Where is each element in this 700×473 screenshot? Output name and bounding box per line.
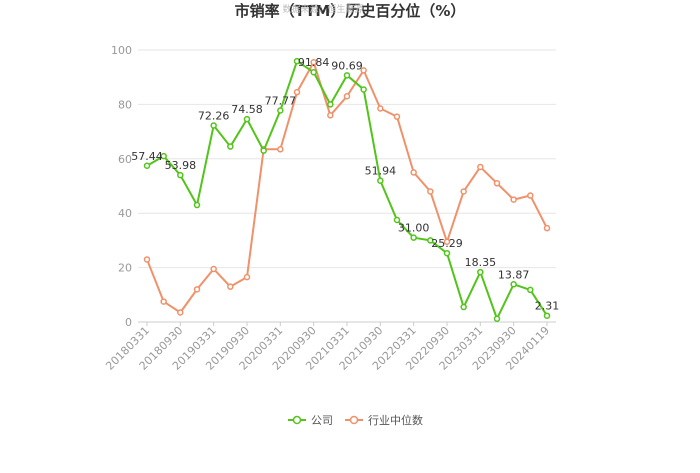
y-tick-label: 80	[118, 98, 132, 111]
data-point	[543, 312, 551, 319]
data-label: 77.77	[265, 94, 297, 107]
data-point	[460, 303, 467, 311]
data-point	[360, 86, 367, 93]
y-axis: 0 20 40 60 80 100	[111, 44, 132, 329]
data-label: 74.58	[231, 103, 263, 116]
data-point	[143, 162, 151, 170]
data-label: 72.26	[198, 109, 230, 122]
data-point	[443, 238, 451, 246]
y-tick-label: 60	[118, 153, 132, 166]
x-axis: 2018033120180930201903312019093020200331…	[103, 322, 552, 373]
data-point	[493, 315, 501, 322]
data-point	[443, 249, 451, 257]
data-point	[343, 72, 351, 79]
data-point	[343, 92, 351, 100]
data-point	[277, 146, 284, 153]
y-tick-label: 40	[118, 207, 132, 220]
data-point	[527, 286, 534, 294]
data-label: 51.94	[365, 165, 397, 178]
data-point	[327, 101, 334, 108]
data-point	[193, 286, 201, 293]
data-point	[360, 67, 367, 74]
data-point	[327, 112, 334, 119]
data-point	[527, 192, 534, 199]
y-tick-label: 100	[111, 44, 132, 57]
data-point	[210, 265, 217, 273]
data-point	[177, 309, 184, 316]
data-label: 13.87	[498, 268, 530, 281]
data-point	[543, 224, 551, 232]
series-line	[146, 61, 548, 314]
data-point	[510, 196, 517, 203]
data-point	[477, 268, 484, 276]
data-point	[243, 115, 251, 123]
legend-marker-point	[292, 415, 302, 425]
data-point	[410, 234, 417, 241]
data-point	[427, 188, 434, 195]
data-label: 90.69	[331, 59, 363, 72]
data-point	[377, 177, 384, 184]
data-point	[493, 180, 501, 187]
data-label: 31.00	[398, 222, 430, 235]
legend[interactable]: 公司 行业中位数	[288, 413, 423, 427]
data-label: 25.29	[431, 237, 463, 250]
data-point	[393, 113, 401, 120]
chart-title: 市销率（TTM）历史百分位（%）	[235, 2, 466, 20]
legend-label: 公司	[311, 414, 333, 427]
data-point	[410, 169, 417, 176]
data-point	[193, 201, 201, 209]
data-point	[310, 68, 317, 76]
data-label: 53.98	[165, 159, 197, 172]
data-point	[243, 273, 251, 281]
data-point	[227, 283, 234, 290]
data-point	[427, 237, 434, 244]
series-line	[146, 60, 548, 320]
data-point	[293, 88, 301, 96]
data-label: 2.31	[535, 300, 560, 313]
data-point	[227, 143, 234, 150]
data-point	[510, 281, 517, 288]
legend-marker-point	[349, 415, 359, 425]
data-point	[460, 188, 467, 195]
data-point	[160, 152, 167, 160]
y-tick-label: 0	[125, 316, 132, 329]
y-tick-label: 20	[118, 262, 132, 275]
data-point	[260, 147, 267, 154]
data-point	[393, 216, 401, 224]
data-point	[160, 298, 167, 305]
data-point	[293, 57, 301, 65]
chart-watermark: 数据来源：恒生聚源	[282, 3, 363, 15]
data-point	[210, 122, 217, 129]
legend-label: 行业中位数	[368, 413, 423, 427]
series-group	[143, 57, 551, 322]
data-point	[277, 107, 284, 114]
data-label: 57.44	[131, 150, 163, 163]
data-label: 18.35	[465, 256, 497, 269]
data-point	[310, 58, 317, 66]
data-point	[143, 256, 151, 263]
data-point	[477, 163, 484, 171]
data-point	[377, 105, 384, 112]
data-point	[177, 171, 184, 179]
data-label: 91.84	[298, 56, 330, 69]
